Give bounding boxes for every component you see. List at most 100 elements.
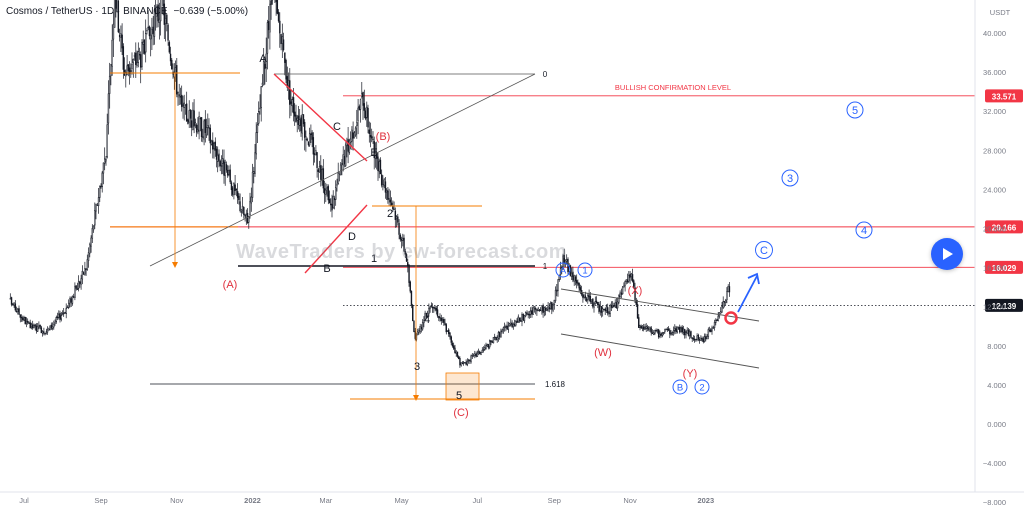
candle-body [693, 338, 696, 341]
candle-body [323, 188, 326, 195]
candle-body [312, 137, 315, 155]
candle-body [445, 324, 447, 333]
candle-body [557, 279, 559, 291]
candle-body [471, 355, 474, 357]
candle-body [108, 75, 111, 94]
candle-body [285, 59, 287, 80]
candle-body [379, 159, 382, 175]
candle-body [388, 198, 390, 200]
candle-body [426, 312, 429, 318]
candle-body [55, 317, 57, 322]
candle-body [20, 316, 23, 319]
candle-body [549, 302, 552, 309]
candle-body [322, 168, 325, 189]
candle-body [538, 309, 541, 312]
candle-body [311, 132, 313, 140]
candle-body [448, 329, 450, 335]
orange-arrow-1 [172, 262, 178, 268]
candle-body [213, 142, 215, 149]
candle-body [600, 306, 603, 313]
candle-body [649, 327, 651, 331]
candle-body [292, 97, 295, 114]
candle-body [665, 328, 667, 331]
candle-body [338, 172, 341, 175]
candle-body [593, 304, 595, 308]
candle-body [126, 65, 128, 75]
price-tag-label: 20.166 [992, 223, 1017, 232]
candle-body [31, 324, 34, 329]
candle-body [513, 323, 516, 326]
candle-body [163, 3, 166, 25]
candle-body [472, 354, 475, 356]
candle-body [10, 297, 13, 305]
wave-label-black: C [333, 121, 341, 133]
candle-body [414, 331, 416, 339]
candle-body [722, 301, 724, 308]
wave-label-black: 2 [387, 208, 393, 220]
candle-body [431, 306, 434, 309]
candle-body [40, 327, 43, 334]
candle-body [12, 303, 14, 306]
candle-body [389, 199, 392, 203]
candle-body [235, 188, 238, 191]
candle-body [104, 158, 106, 164]
candle-body [72, 296, 75, 298]
candle-body [137, 51, 139, 63]
candle-body [151, 29, 153, 35]
wave-label-blue: C [760, 245, 768, 257]
wave-label-black: B [323, 263, 330, 275]
candle-body [162, 0, 164, 7]
candle-body [686, 329, 688, 334]
candle-body [419, 326, 421, 332]
wave-circle-blue [781, 169, 799, 187]
candle-body [183, 102, 185, 108]
candle-body [629, 273, 631, 278]
candle-body [199, 117, 202, 120]
x-tick-label: Mar [319, 496, 332, 505]
candle-body [633, 280, 635, 287]
candle-body [526, 312, 528, 314]
candle-body [618, 295, 620, 303]
candle-body [254, 152, 256, 174]
candle-body [354, 127, 357, 136]
candle-body [607, 307, 609, 314]
candle-body [348, 140, 351, 153]
candle-body [341, 163, 343, 165]
candle-body [264, 63, 266, 70]
candle-body [313, 153, 316, 155]
candle-body [534, 308, 537, 310]
candle-body [717, 315, 719, 322]
candle-body [453, 345, 455, 349]
candle-body [299, 119, 301, 126]
candle-body [654, 329, 656, 334]
candle-body [185, 103, 188, 122]
candle-body [255, 132, 257, 155]
candle-body [352, 132, 354, 139]
candle-body [430, 305, 433, 308]
candle-body [490, 340, 492, 342]
candle-body [588, 294, 590, 298]
candle-body [61, 313, 64, 316]
candle-body [405, 254, 408, 262]
red-wave-b-d [304, 204, 368, 274]
wave-label-black: A [259, 53, 267, 65]
candle-body [198, 116, 200, 132]
candle-body [331, 204, 333, 211]
candle-body [631, 274, 634, 282]
fib-label-0: 0 [543, 70, 548, 79]
x-tick-label: Jul [19, 496, 29, 505]
price-tag-label: 12.139 [992, 302, 1017, 311]
candle-body [635, 300, 637, 305]
price-tag-label: 33.571 [992, 92, 1017, 101]
wave-label-blue: 3 [787, 173, 793, 185]
candle-body [667, 328, 670, 331]
play-button[interactable] [931, 238, 963, 270]
candle-body [688, 331, 691, 336]
candle-body [193, 110, 195, 127]
candle-body [9, 298, 12, 300]
candle-body [159, 0, 162, 22]
candle-body [14, 303, 17, 311]
candle-body [50, 324, 53, 329]
